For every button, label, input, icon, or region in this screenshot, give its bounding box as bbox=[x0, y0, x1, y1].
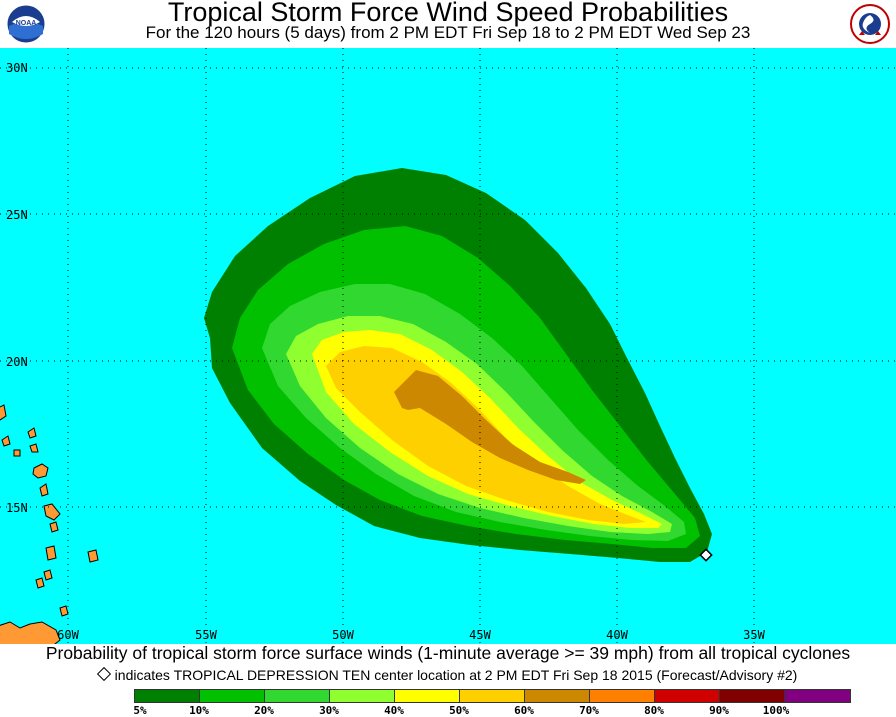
noaa-logo-icon: NOAA bbox=[6, 4, 46, 44]
storm-center-marker bbox=[699, 548, 713, 562]
island bbox=[43, 503, 61, 521]
map-title: Tropical Storm Force Wind Speed Probabil… bbox=[167, 0, 729, 27]
island bbox=[1, 435, 11, 447]
island bbox=[49, 521, 59, 533]
longitude-labels: 60W 55W 50W 45W 40W 35W bbox=[57, 628, 765, 642]
lat-label: 30N bbox=[6, 61, 28, 75]
legend-label: 80% bbox=[644, 704, 664, 717]
svg-text:NOAA: NOAA bbox=[16, 20, 37, 27]
legend-swatch bbox=[460, 690, 525, 702]
island bbox=[45, 545, 57, 561]
island bbox=[29, 443, 39, 453]
caption-probability-description: Probability of tropical storm force surf… bbox=[45, 643, 851, 663]
legend-swatch bbox=[395, 690, 460, 702]
legend-swatch bbox=[785, 690, 850, 702]
latitude-labels: 30N 25N 20N 15N bbox=[6, 61, 28, 515]
legend-label: 5% bbox=[133, 704, 147, 717]
legend-swatch bbox=[330, 690, 395, 702]
island bbox=[13, 449, 21, 457]
legend-swatch bbox=[590, 690, 655, 702]
legend-swatch bbox=[135, 690, 200, 702]
color-legend-bar bbox=[134, 689, 851, 703]
lat-label: 25N bbox=[6, 208, 28, 222]
legend-swatch bbox=[655, 690, 720, 702]
island bbox=[32, 463, 49, 479]
lat-label: 20N bbox=[6, 355, 28, 369]
probability-contours bbox=[204, 168, 712, 562]
lon-label: 40W bbox=[606, 628, 628, 642]
storm-center-legend-icon bbox=[96, 666, 111, 682]
lon-label: 60W bbox=[57, 628, 79, 642]
map-subtitle: For the 120 hours (5 days) from 2 PM EDT… bbox=[145, 23, 751, 42]
legend-label: 40% bbox=[384, 704, 404, 717]
land-masses bbox=[0, 404, 99, 644]
contour-60-percent bbox=[394, 370, 586, 484]
caption-center-text: indicates TROPICAL DEPRESSION TEN center… bbox=[114, 667, 798, 683]
legend-label: 50% bbox=[449, 704, 469, 717]
legend-label: 70% bbox=[579, 704, 599, 717]
lon-label: 50W bbox=[332, 628, 354, 642]
legend-swatch bbox=[720, 690, 785, 702]
legend-label: 30% bbox=[319, 704, 339, 717]
south-america-coast bbox=[0, 621, 61, 644]
lat-label: 15N bbox=[6, 501, 28, 515]
legend-label: 10% bbox=[189, 704, 209, 717]
lon-label: 35W bbox=[743, 628, 765, 642]
color-legend-labels: 5% 10% 20% 30% 40% 50% 60% 70% 80% 90% 100% bbox=[0, 704, 896, 717]
island bbox=[27, 427, 37, 439]
lon-label: 45W bbox=[469, 628, 491, 642]
legend-swatch bbox=[525, 690, 590, 702]
lon-label: 55W bbox=[195, 628, 217, 642]
island bbox=[87, 549, 99, 563]
island bbox=[43, 569, 53, 581]
legend-label: 20% bbox=[254, 704, 274, 717]
caption-center-location: indicates TROPICAL DEPRESSION TEN center… bbox=[0, 666, 896, 683]
legend-label: 100% bbox=[762, 704, 790, 717]
legend-swatch bbox=[265, 690, 330, 702]
legend-label: 90% bbox=[709, 704, 729, 717]
probability-map: 30N 25N 20N 15N 60W 55W 50W 45W 40W 35W bbox=[0, 48, 896, 644]
island bbox=[0, 404, 7, 421]
legend-swatch bbox=[200, 690, 265, 702]
national-weather-service-logo-icon bbox=[850, 4, 890, 44]
island bbox=[35, 577, 45, 589]
island bbox=[39, 483, 49, 497]
island bbox=[59, 605, 69, 617]
legend-label: 60% bbox=[514, 704, 534, 717]
